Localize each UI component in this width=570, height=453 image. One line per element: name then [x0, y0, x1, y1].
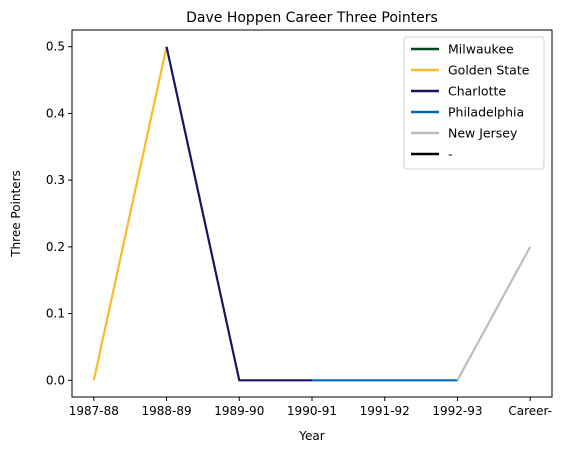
y-tick-label: 0.1 — [46, 307, 65, 321]
x-tick-label: 1989-90 — [214, 404, 264, 418]
x-tick-label: 1988-89 — [141, 404, 191, 418]
x-axis-label: Year — [298, 429, 324, 443]
legend-label: - — [448, 147, 453, 162]
legend: Milwaukee Golden State Charlotte Philadelph… — [404, 37, 544, 169]
legend-label: Charlotte — [448, 84, 506, 99]
y-tick-label: 0.4 — [46, 106, 65, 120]
y-tick-label: 0.5 — [46, 40, 65, 54]
x-tick-label: Career- — [508, 404, 552, 418]
y-tick-label: 0.2 — [46, 240, 65, 254]
legend-label: New Jersey — [448, 126, 518, 141]
x-tick-label: 1991-92 — [360, 404, 410, 418]
series-line-1 — [94, 47, 167, 381]
series-line-4 — [457, 247, 530, 380]
y-tick-label: 0.0 — [46, 373, 65, 387]
x-tick-label: 1992-93 — [432, 404, 482, 418]
chart-title: Dave Hoppen Career Three Pointers — [186, 10, 438, 26]
y-axis-label: Three Pointers — [9, 170, 23, 258]
legend-label: Golden State — [448, 63, 530, 78]
x-tick-label: 1990-91 — [287, 404, 337, 418]
series-line-2 — [167, 47, 312, 381]
legend-label: Philadelphia — [448, 105, 524, 120]
y-tick-label: 0.3 — [46, 173, 65, 187]
legend-box — [404, 37, 544, 169]
legend-label: Milwaukee — [448, 42, 514, 57]
x-tick-label: 1987-88 — [69, 404, 119, 418]
